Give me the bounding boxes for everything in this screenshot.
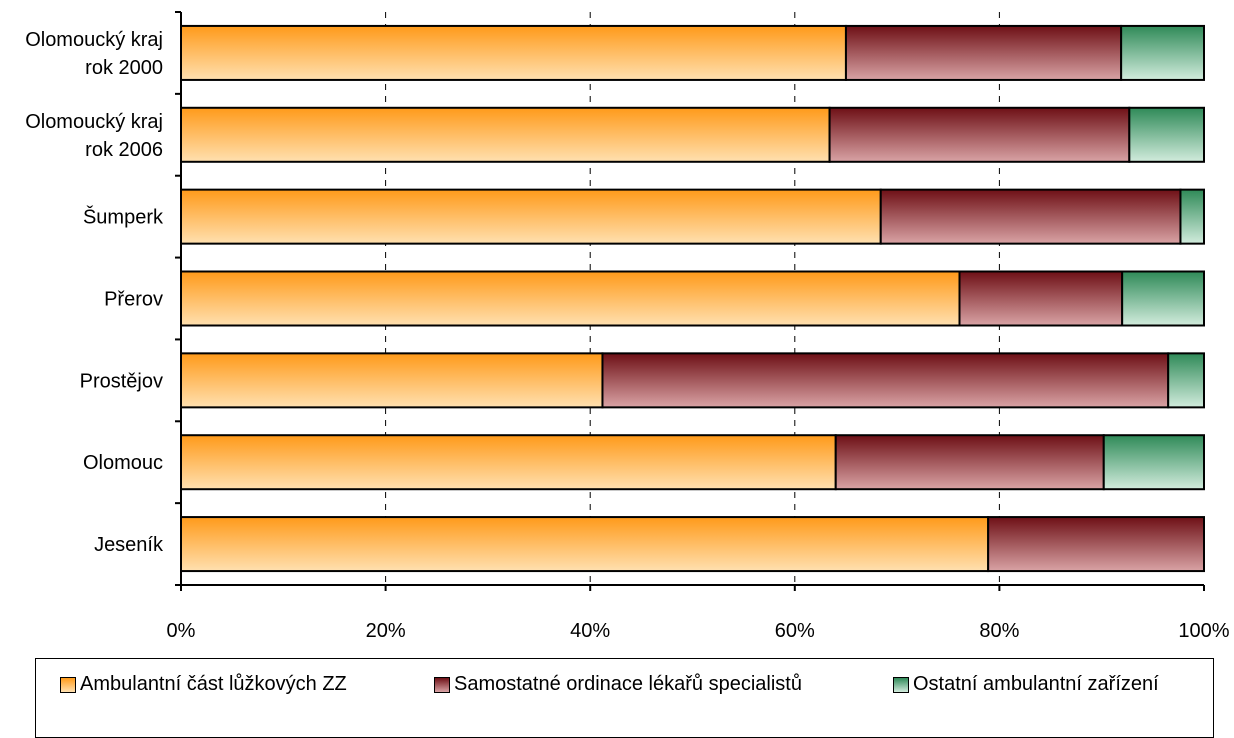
x-tick-label: 40% <box>570 620 610 642</box>
bar-segments <box>180 24 1206 573</box>
category-label: Olomouc <box>83 452 163 474</box>
legend: Ambulantní část lůžkových ZZ Samostatné … <box>35 658 1214 738</box>
category-labels: Olomoucký kraj rok 2000 Olomoucký kraj rok … <box>25 29 164 556</box>
legend-item-series-1: Ambulantní část lůžkových ZZ <box>60 673 347 696</box>
bar-segment <box>1102 434 1205 491</box>
bar-segment <box>828 106 1131 163</box>
category-label: Přerov <box>104 289 163 311</box>
bar-segment <box>180 516 990 573</box>
bar-segment <box>1128 106 1206 163</box>
bar-segment <box>1120 24 1205 81</box>
bar-segment <box>601 352 1170 409</box>
x-tick-label: 0% <box>167 620 196 642</box>
x-tick-labels: 0% 20% 40% 60% 80% 100% <box>167 620 1230 642</box>
bar-segment <box>834 434 1105 491</box>
legend-label-series-2: Samostatné ordinace lékařů specialistů <box>454 673 802 695</box>
legend-label-series-1: Ambulantní část lůžkových ZZ <box>80 673 347 695</box>
category-label: Prostějov <box>80 370 163 392</box>
bar-segment <box>987 516 1205 573</box>
bar-segment <box>879 188 1182 245</box>
bar-segment <box>180 352 604 409</box>
legend-label-series-3: Ostatní ambulantní zařízení <box>913 673 1159 695</box>
bar-segment <box>180 24 847 81</box>
bar-segment <box>1121 270 1206 327</box>
bar-segment <box>180 188 882 245</box>
bar-segment <box>180 270 961 327</box>
category-label: Šumperk <box>83 206 164 229</box>
bar-segment <box>1179 188 1205 245</box>
x-tick-label: 60% <box>775 620 815 642</box>
category-label: Jeseník <box>94 534 164 556</box>
legend-swatch-series-2 <box>434 676 450 693</box>
legend-item-series-3: Ostatní ambulantní zařízení <box>893 673 1159 696</box>
legend-swatch-series-1 <box>60 676 76 693</box>
bar-segment <box>958 270 1124 327</box>
axes <box>175 11 1205 591</box>
legend-item-series-2: Samostatné ordinace lékařů specialistů <box>434 673 802 696</box>
bar-segment <box>180 434 837 491</box>
bar-segment <box>1167 352 1205 409</box>
legend-swatch-series-3 <box>893 676 909 693</box>
x-tick-label: 100% <box>1178 620 1229 642</box>
bar-segment <box>180 106 831 163</box>
x-tick-label: 20% <box>366 620 406 642</box>
x-tick-label: 80% <box>979 620 1019 642</box>
category-label: Olomoucký kraj rok 2006 <box>25 111 163 161</box>
bar-segment <box>844 24 1123 81</box>
category-label: Olomoucký kraj rok 2000 <box>25 29 163 79</box>
